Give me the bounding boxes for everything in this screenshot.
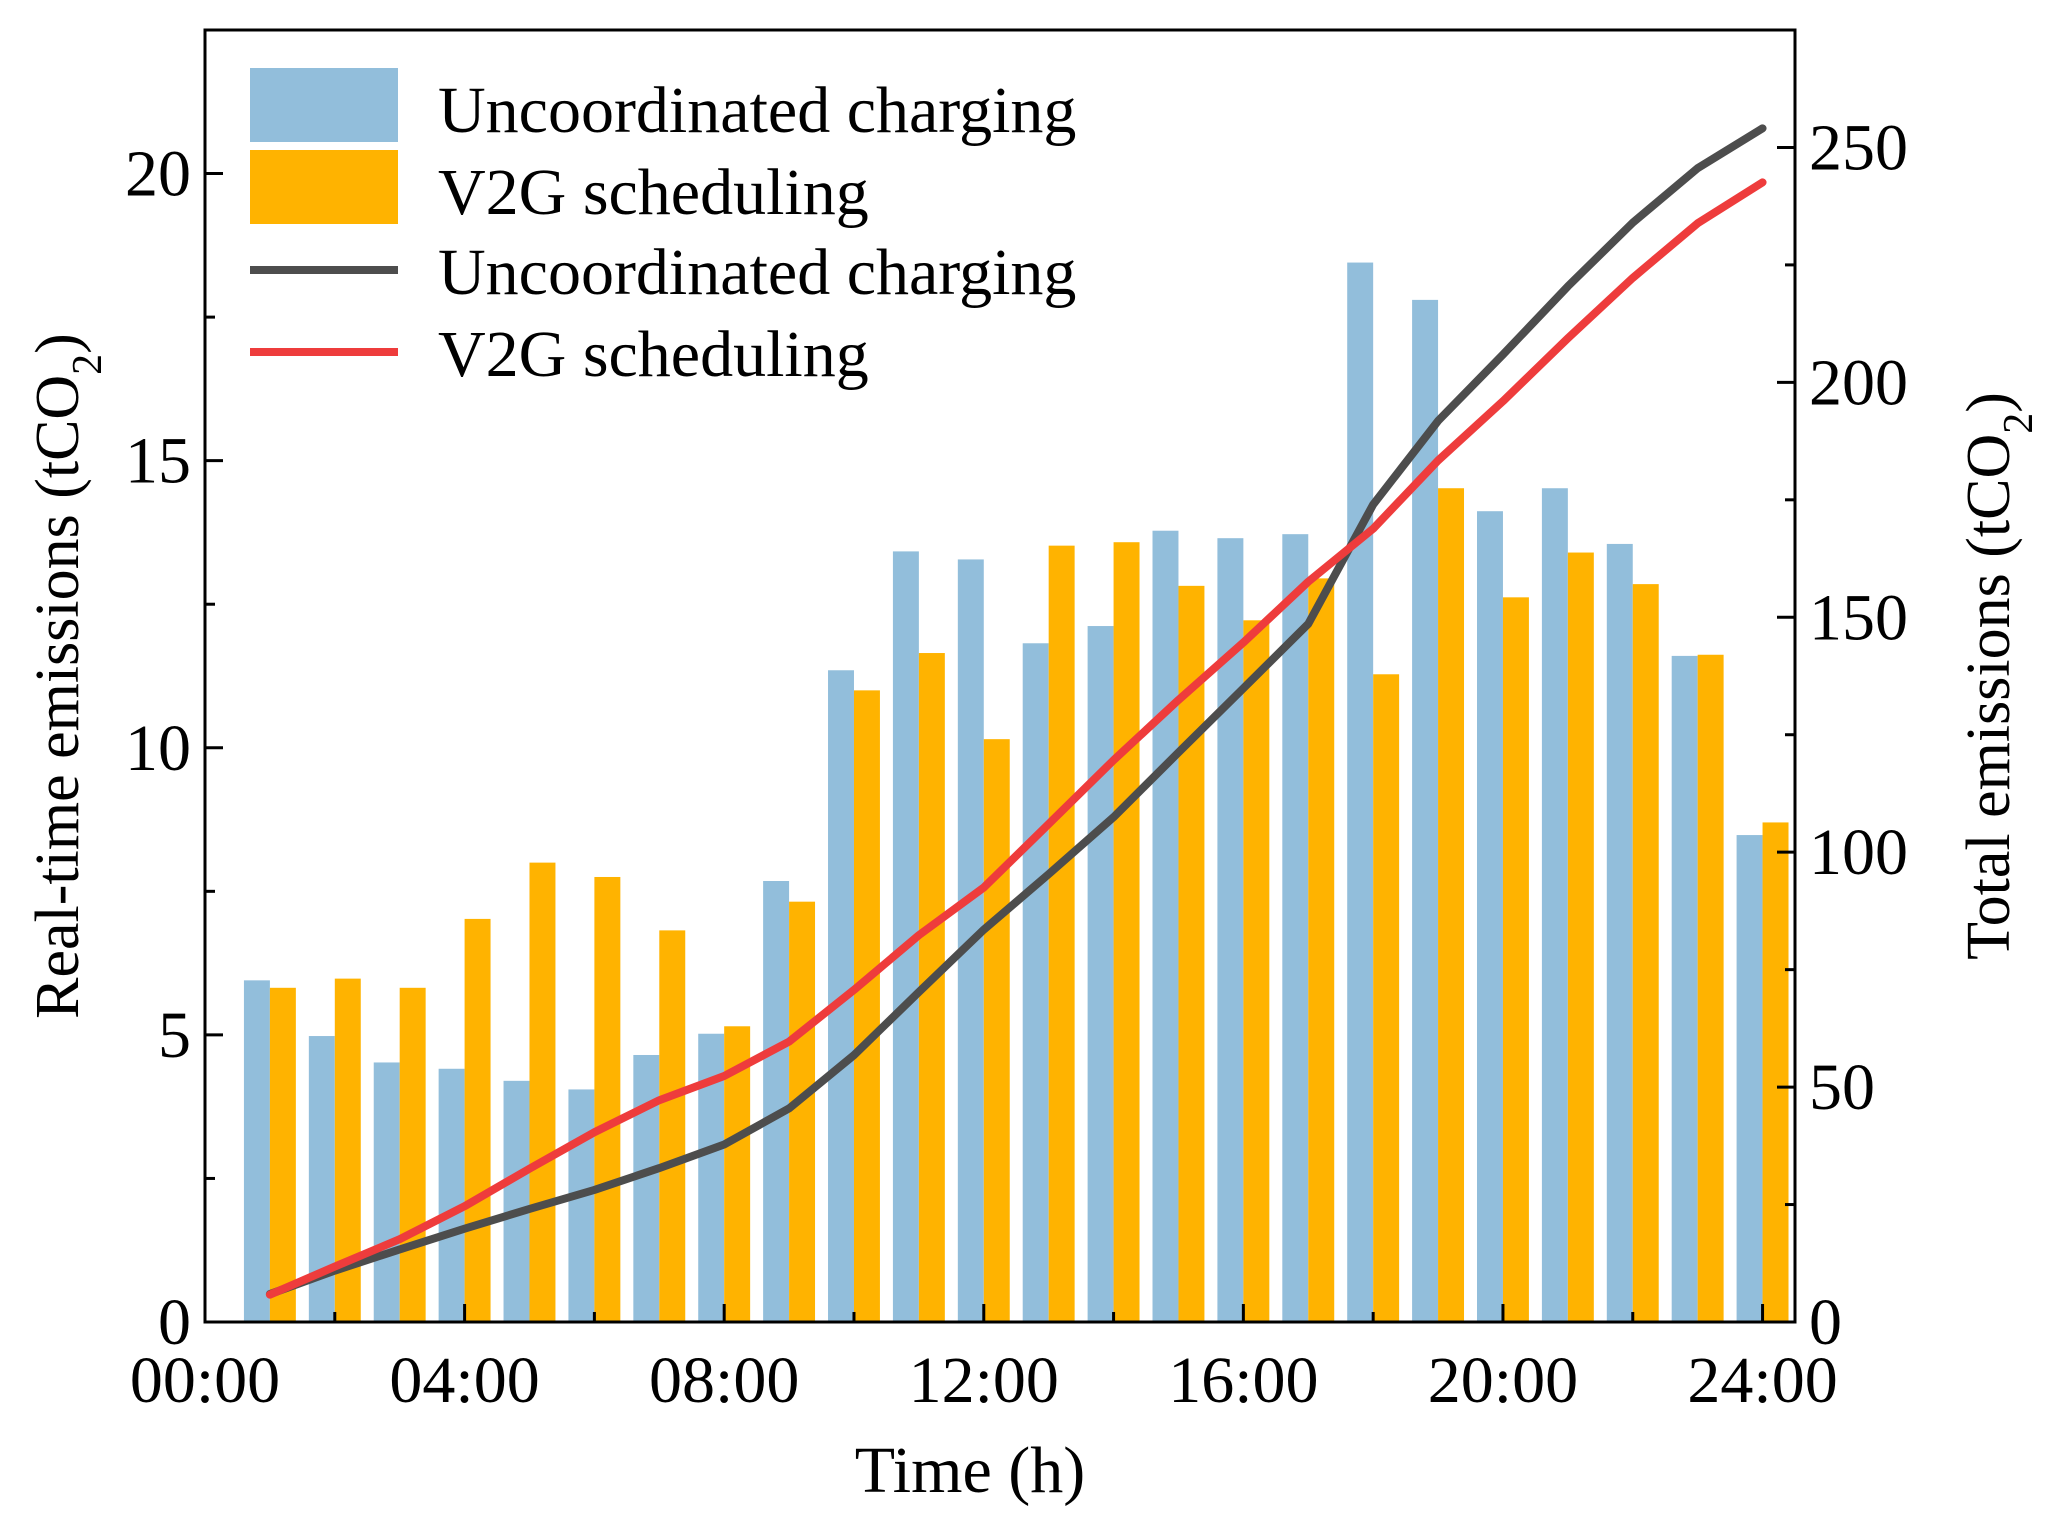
bar-v2g-0400	[464, 918, 491, 1322]
legend-swatch-v2g-bar	[250, 150, 398, 224]
bar-uncoordinated-1500	[1152, 530, 1179, 1322]
bar-v2g-2300	[1697, 654, 1724, 1322]
bar-uncoordinated-1600	[1217, 538, 1244, 1322]
bar-v2g-2400	[1762, 822, 1789, 1322]
bar-uncoordinated-0600	[568, 1089, 595, 1322]
y-left-tick-label: 10	[125, 712, 191, 785]
legend-label-uncoordinated-bar: Uncoordinated charging	[438, 74, 1076, 147]
bar-uncoordinated-2300	[1671, 655, 1698, 1322]
bars-layer	[243, 262, 1789, 1323]
bar-uncoordinated-1300	[1022, 643, 1049, 1322]
y-right-title-close: )	[1955, 392, 2023, 413]
bar-uncoordinated-1800	[1347, 262, 1374, 1322]
y-right-tick-label: 50	[1809, 1051, 1875, 1124]
bar-uncoordinated-2000	[1477, 511, 1503, 1322]
bar-v2g-0600	[594, 876, 621, 1322]
x-tick-label-2000: 20:00	[1428, 1344, 1578, 1417]
legend-label-v2g-bar: V2G scheduling	[438, 156, 869, 229]
legend-label-uncoordinated-line: Uncoordinated charging	[438, 236, 1076, 309]
bar-uncoordinated-0100	[243, 980, 270, 1322]
bar-uncoordinated-0900	[763, 881, 790, 1322]
y-right-tick-label: 200	[1809, 346, 1908, 419]
bar-v2g-1900	[1438, 488, 1465, 1323]
bar-v2g-1000	[853, 690, 880, 1322]
bar-v2g-0100	[269, 987, 296, 1322]
bar-uncoordinated-0500	[503, 1080, 530, 1322]
y-axis-left-title: Real-time emissions (tCO2)	[24, 333, 111, 1019]
x-tick-label-1200: 12:00	[909, 1344, 1059, 1417]
y-left-tick-label: 0	[158, 1286, 191, 1359]
y-right-title-subscript: 2	[1996, 413, 2042, 434]
line-uncoordinated-total	[265, 124, 1767, 1299]
bar-v2g-1800	[1373, 674, 1400, 1322]
y-right-tick-label: 0	[1809, 1286, 1842, 1359]
y-right-tick-label: 150	[1809, 581, 1908, 654]
bar-uncoordinated-2100	[1541, 488, 1568, 1323]
line-v2g-total	[265, 178, 1767, 1299]
bar-v2g-2000	[1502, 597, 1529, 1322]
bar-uncoordinated-0300	[373, 1062, 400, 1322]
y-left-tick-label: 15	[125, 425, 191, 498]
x-tick-label-2400: 24:00	[1687, 1344, 1837, 1417]
y-right-title-main: Total emissions (tCO	[1955, 434, 2023, 960]
bar-v2g-0500	[529, 862, 556, 1322]
legend-swatch-uncoordinated-bar	[250, 68, 398, 142]
bar-v2g-0300	[399, 987, 426, 1322]
y-right-tick-label: 250	[1809, 111, 1908, 184]
x-axis-title: Time (h)	[855, 1434, 1085, 1507]
x-tick-label-1600: 16:00	[1168, 1344, 1318, 1417]
x-tick-label-0000: 00:00	[130, 1344, 280, 1417]
legend: Uncoordinated charging V2G scheduling Un…	[250, 68, 1076, 391]
y-left-tick-label: 5	[158, 999, 191, 1072]
bar-v2g-1600	[1243, 620, 1270, 1322]
lines-layer	[265, 124, 1767, 1299]
x-tick-label-0400: 04:00	[389, 1344, 539, 1417]
bar-v2g-1200	[983, 739, 1010, 1322]
bar-v2g-1400	[1113, 542, 1140, 1322]
y-left-title-subscript: 2	[65, 354, 111, 375]
bar-uncoordinated-0400	[438, 1068, 465, 1322]
axes-layer: 00:00 04:00 08:00 12:00 16:00 20:00 24:0005101…	[125, 111, 1908, 1417]
legend-label-v2g-line: V2G scheduling	[438, 318, 869, 391]
bar-v2g-2100	[1567, 552, 1594, 1322]
bar-uncoordinated-2200	[1606, 543, 1633, 1322]
bar-uncoordinated-1400	[1087, 626, 1114, 1322]
bar-v2g-1500	[1178, 585, 1205, 1322]
bar-v2g-1300	[1048, 545, 1075, 1322]
y-left-title-main: Real-time emissions (tCO	[24, 375, 92, 1019]
bar-uncoordinated-1700	[1282, 534, 1309, 1322]
y-left-title-close: )	[24, 333, 92, 354]
y-right-tick-label: 100	[1809, 816, 1908, 889]
bar-uncoordinated-0700	[633, 1054, 660, 1322]
bar-uncoordinated-2400	[1736, 835, 1763, 1322]
bar-v2g-0900	[789, 901, 816, 1322]
bar-v2g-0700	[659, 930, 686, 1322]
bar-v2g-1700	[1308, 578, 1335, 1322]
y-axis-right-title: Total emissions (tCO2)	[1955, 392, 2042, 960]
plot-frame	[203, 28, 1797, 1324]
x-tick-label-0800: 08:00	[649, 1344, 799, 1417]
y-left-tick-label: 20	[125, 138, 191, 211]
bar-v2g-2200	[1632, 584, 1659, 1322]
